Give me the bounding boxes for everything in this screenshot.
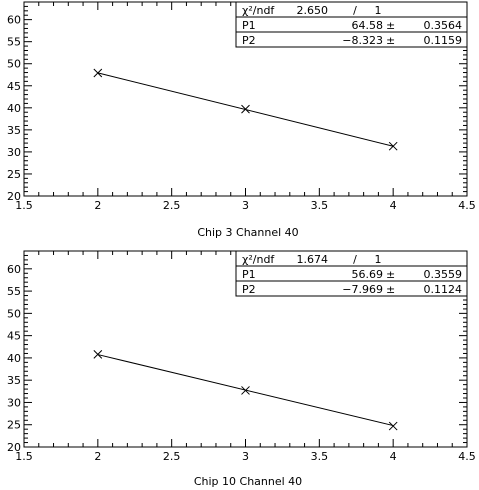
stats-box [235, 1, 468, 48]
y-tick-label: 55 [7, 36, 21, 49]
y-tick-label: 50 [7, 307, 21, 320]
stats-param-value: 64.58 [352, 19, 384, 32]
y-tick-label: 60 [7, 14, 21, 27]
data-point [241, 386, 250, 395]
x-tick-label: 3 [242, 450, 249, 463]
x-tick-label: 1.5 [15, 199, 33, 212]
data-point [388, 141, 398, 151]
chart-title: Chip 10 Channel 40 [194, 475, 302, 488]
y-tick-label: 60 [7, 263, 21, 276]
stats-ndf: 1 [375, 4, 382, 17]
y-tick-label: 25 [7, 419, 21, 432]
x-tick-label: 2.5 [163, 199, 181, 212]
stats-param-pm: ± [386, 268, 395, 281]
x-tick-label: 4.5 [458, 450, 476, 463]
stats-param-pm: ± [386, 19, 395, 32]
data-point [241, 104, 250, 114]
y-tick-label: 40 [7, 102, 21, 115]
stats-chi2-sep: / [353, 4, 357, 17]
x-tick-label: 2.5 [163, 450, 181, 463]
stats-param-error: 0.1159 [424, 34, 463, 47]
x-tick-label: 1.5 [15, 450, 33, 463]
y-tick-label: 20 [7, 190, 21, 203]
y-tick-label: 20 [7, 441, 21, 454]
y-tick-label: 40 [7, 352, 21, 365]
stats-param-name: P1 [242, 268, 256, 281]
stats-chi2-sep: / [353, 253, 357, 266]
stats-param-error: 0.3559 [424, 268, 463, 281]
stats-param-value: −7.969 [342, 283, 383, 296]
stats-param-error: 0.1124 [424, 283, 463, 296]
data-point [388, 421, 398, 431]
x-tick-label: 4.5 [458, 199, 476, 212]
x-tick-label: 3 [242, 199, 249, 212]
y-tick-label: 50 [7, 58, 21, 71]
data-point [93, 349, 103, 359]
y-tick-label: 30 [7, 396, 21, 409]
stats-chi2-label: χ²/ndf [242, 253, 275, 266]
stats-param-value: 56.69 [352, 268, 384, 281]
y-tick-label: 35 [7, 124, 21, 137]
x-tick-label: 4 [390, 450, 397, 463]
x-tick-label: 4 [390, 199, 397, 212]
stats-param-value: −8.323 [342, 34, 383, 47]
stats-chi2-value: 2.650 [297, 4, 329, 17]
x-tick-label: 3.5 [311, 450, 329, 463]
stats-param-error: 0.3564 [424, 19, 463, 32]
y-tick-label: 35 [7, 374, 21, 387]
x-tick-label: 2 [94, 450, 101, 463]
y-tick-label: 25 [7, 168, 21, 181]
x-tick-label: 2 [94, 199, 101, 212]
stats-param-name: P2 [242, 34, 256, 47]
y-tick-label: 45 [7, 80, 21, 93]
y-tick-label: 45 [7, 330, 21, 343]
data-point [93, 68, 103, 78]
x-tick-label: 3.5 [311, 199, 329, 212]
stats-param-name: P1 [242, 19, 256, 32]
stats-chi2-value: 1.674 [297, 253, 329, 266]
stats-ndf: 1 [375, 253, 382, 266]
chart-title: Chip 3 Channel 40 [197, 226, 298, 239]
stats-param-name: P2 [242, 283, 256, 296]
stats-param-pm: ± [386, 34, 395, 47]
y-tick-label: 30 [7, 146, 21, 159]
stats-chi2-label: χ²/ndf [242, 4, 275, 17]
stats-param-pm: ± [386, 283, 395, 296]
y-tick-label: 55 [7, 285, 21, 298]
stats-box [235, 250, 468, 297]
